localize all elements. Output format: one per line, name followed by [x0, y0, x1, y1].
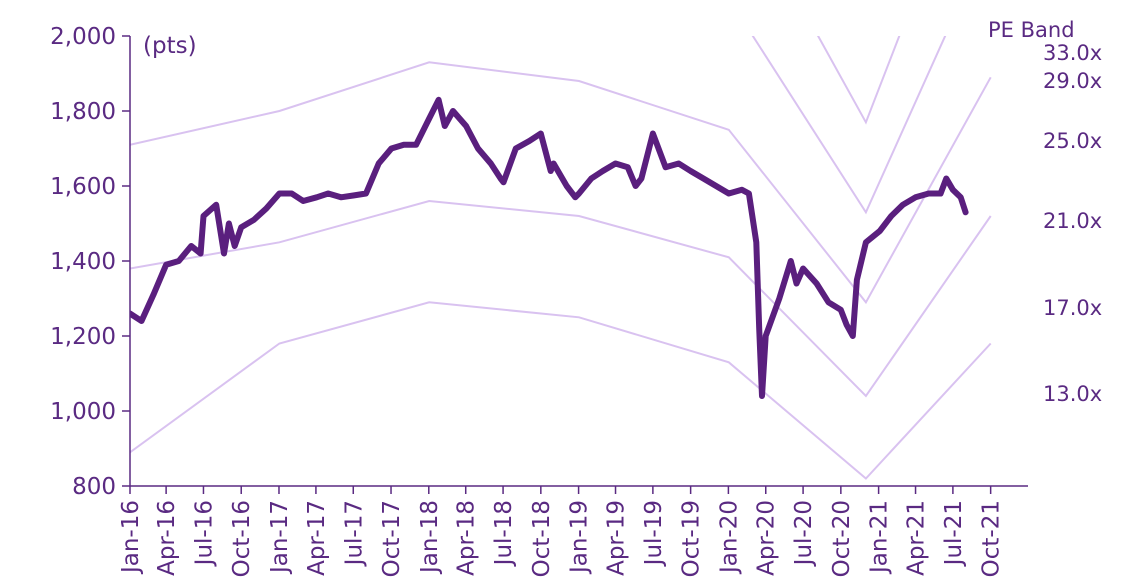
- x-tick-label: Oct-16: [229, 500, 255, 577]
- x-tick-label: Apr-18: [454, 500, 480, 576]
- pe-band-label: 17.0x: [1043, 296, 1102, 320]
- x-tick-label: Jan-21: [867, 500, 893, 575]
- labels: (pts) PE Band 33.0x 29.0x 25.0x 21.0x 17.0x 1…: [143, 18, 1102, 406]
- unit-label: (pts): [143, 33, 197, 59]
- pe-band-lines: [130, 0, 992, 480]
- x-tick-label: Apr-17: [304, 500, 330, 576]
- x-tick-label: Apr-16: [154, 500, 180, 576]
- pe-band-label: 13.0x: [1043, 382, 1102, 406]
- pe-band-line-17-0x: [130, 199, 992, 398]
- y-tick-label: 1,800: [50, 99, 116, 125]
- pe-band-line-25-0x: [751, 36, 947, 215]
- index-line: [130, 96, 969, 399]
- x-tick-label: Jul-20: [791, 500, 817, 567]
- y-tick-label: 800: [72, 474, 116, 500]
- x-tick-label: Jan-17: [267, 500, 293, 575]
- pe-band-label: 33.0x: [1043, 41, 1102, 65]
- y-tick-label: 1,200: [50, 324, 116, 350]
- y-tick-label: 1,600: [50, 174, 116, 200]
- x-tick-label: Jan-20: [716, 500, 742, 575]
- y-tick-label: 1,400: [50, 249, 116, 275]
- x-tick-label: Jan-19: [567, 500, 593, 575]
- x-tick-label: Jul-17: [341, 500, 367, 567]
- x-tick-label: Jan-18: [417, 500, 443, 575]
- y-tick-label: 1,000: [50, 399, 116, 425]
- pe-band-line-13-0x: [130, 301, 992, 480]
- y-tick-label: 2,000: [50, 24, 116, 50]
- pe-band-line-29-0x: [816, 36, 901, 125]
- pe-band-label: 21.0x: [1043, 209, 1102, 233]
- pe-band-line-21-0x: [130, 61, 992, 305]
- pe-band-line-33-0x: [130, 0, 991, 29]
- x-tick-label: Apr-20: [754, 500, 780, 576]
- pe-band-title: PE Band: [988, 18, 1075, 42]
- x-tick-label: Oct-18: [529, 500, 555, 577]
- x-tick-label: Jul-16: [191, 500, 217, 567]
- x-tick-label: Apr-21: [904, 500, 930, 576]
- x-tick-label: Jul-19: [641, 500, 667, 567]
- x-tick-label: Jul-21: [941, 500, 967, 567]
- pe-band-label: 29.0x: [1043, 69, 1102, 93]
- x-tick-label: Oct-19: [679, 500, 705, 577]
- x-tick-label: Jul-18: [491, 500, 517, 567]
- x-tick-label: Oct-17: [379, 500, 405, 577]
- axes: 800 1,000 1,200 1,400 1,600 1,800 2,000 Jan-16 A…: [50, 24, 1028, 577]
- pe-band-label: 25.0x: [1043, 129, 1102, 153]
- x-tick-label: Oct-20: [829, 500, 855, 577]
- index-series: [130, 96, 969, 399]
- x-tick-label: Apr-19: [604, 500, 630, 576]
- x-tick-label: Jan-16: [118, 500, 144, 575]
- x-tick-label: Oct-21: [979, 500, 1005, 577]
